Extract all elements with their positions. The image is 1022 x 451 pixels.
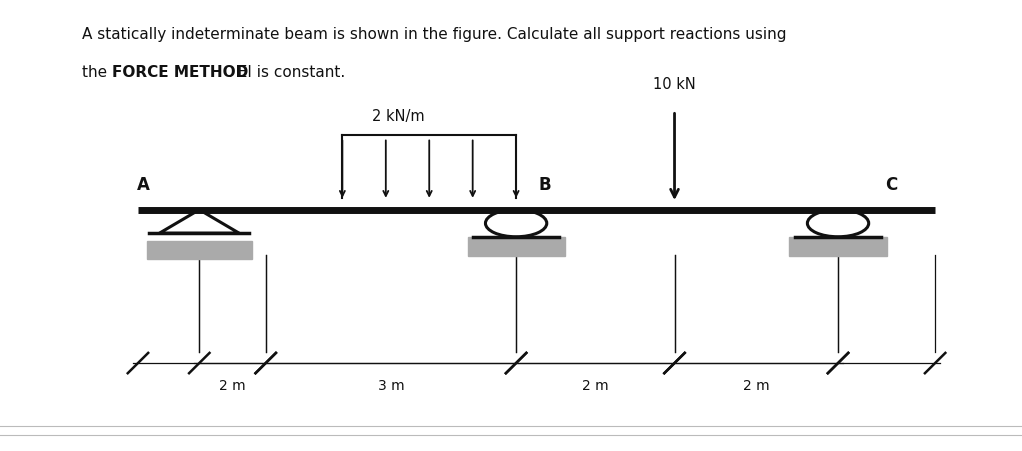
Text: 2 m: 2 m bbox=[219, 378, 246, 393]
Text: A statically indeterminate beam is shown in the figure. Calculate all support re: A statically indeterminate beam is shown… bbox=[82, 27, 786, 42]
Text: FORCE METHOD: FORCE METHOD bbox=[112, 65, 248, 80]
Bar bbox=[468, 237, 565, 256]
Text: . EI is constant.: . EI is constant. bbox=[228, 65, 345, 80]
Text: the: the bbox=[82, 65, 111, 80]
Text: 10 kN: 10 kN bbox=[653, 78, 696, 92]
Text: 3 m: 3 m bbox=[377, 378, 405, 393]
Bar bbox=[789, 237, 886, 256]
Text: 2 kN/m: 2 kN/m bbox=[372, 109, 425, 124]
Text: 2 m: 2 m bbox=[582, 378, 609, 393]
Text: A: A bbox=[137, 176, 149, 194]
Text: B: B bbox=[539, 176, 551, 194]
Text: C: C bbox=[885, 176, 897, 194]
Text: 2 m: 2 m bbox=[743, 378, 770, 393]
Bar bbox=[147, 241, 252, 259]
